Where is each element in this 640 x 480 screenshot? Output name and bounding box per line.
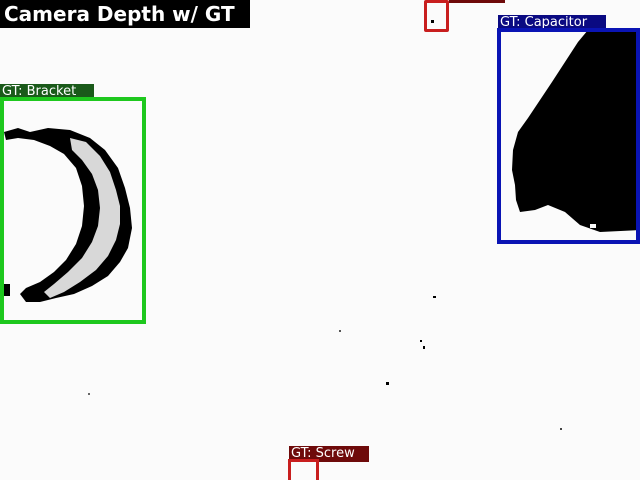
depth-noise <box>88 393 90 395</box>
partial-tag-edge <box>449 0 505 3</box>
depth-noise <box>560 428 562 430</box>
depth-noise <box>386 382 389 385</box>
bracket-tag: GT: Bracket <box>0 84 94 100</box>
depth-noise <box>433 296 436 298</box>
screw-bounding-box <box>288 459 319 480</box>
depth-noise <box>423 346 425 349</box>
depth-noise <box>431 20 434 23</box>
capacitor-speck <box>590 224 596 228</box>
capacitor-depth-region <box>512 30 640 232</box>
depth-noise <box>420 340 422 342</box>
screw-tag: GT: Screw <box>289 446 369 462</box>
partial-red-bounding-box <box>424 0 449 32</box>
capacitor-tag: GT: Capacitor <box>498 15 606 31</box>
bracket-bounding-box <box>0 97 146 324</box>
capacitor-bounding-box <box>497 28 640 244</box>
depth-noise <box>339 330 341 332</box>
bracket-depth-surface <box>44 138 120 298</box>
bracket-edge-artifact <box>4 284 10 296</box>
view-title: Camera Depth w/ GT <box>0 0 250 28</box>
